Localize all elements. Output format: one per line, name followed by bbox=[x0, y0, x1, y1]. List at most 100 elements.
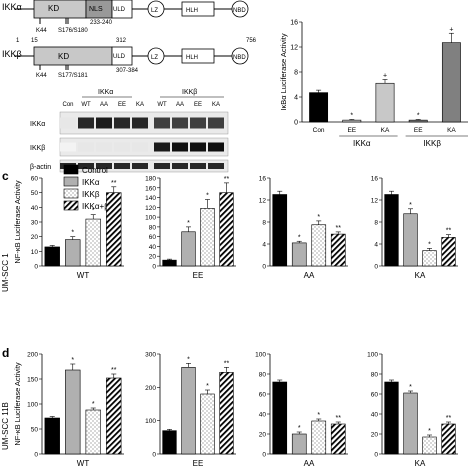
western-blot: IKKα IKKβ Con WT AA EE KA WT AA EE KA IKKα IKKβ β-… bbox=[30, 89, 229, 173]
blot-band bbox=[208, 163, 224, 169]
bar bbox=[311, 420, 327, 455]
bar bbox=[342, 119, 362, 123]
y-tick-label: 4 bbox=[262, 242, 266, 249]
sites-label-b: S177/S181 bbox=[58, 73, 88, 79]
blot-group-b-label: IKKβ bbox=[182, 89, 197, 96]
y-tick-label: 200 bbox=[145, 385, 156, 392]
y-tick-label: 100 bbox=[145, 215, 156, 222]
significance-mark: ** bbox=[224, 176, 230, 183]
lane-label: WT bbox=[81, 102, 91, 108]
significance-mark: * bbox=[71, 230, 74, 237]
y-tick-label: 0 bbox=[152, 264, 156, 271]
bar bbox=[330, 423, 346, 455]
y-tick-label: 150 bbox=[27, 377, 38, 384]
bar bbox=[219, 192, 234, 267]
significance-mark: * bbox=[187, 220, 190, 227]
domain-diagram-ikkb: IKKβ 1 15 312 756 KD ULD LZ HLH NBD K44 … bbox=[2, 38, 257, 79]
y-tick-label: 60 bbox=[371, 392, 379, 399]
bar bbox=[403, 213, 418, 267]
y-tick-label: 4 bbox=[294, 95, 298, 102]
y-tick-label: 100 bbox=[145, 418, 156, 425]
y-tick-label: 200 bbox=[27, 352, 38, 359]
y-tick-label: 60 bbox=[259, 392, 267, 399]
y-tick-label: 20 bbox=[371, 432, 379, 439]
y-tick-label: 20 bbox=[149, 254, 157, 261]
legend-swatch-ikkb bbox=[63, 188, 79, 199]
y-tick-label: 140 bbox=[145, 195, 156, 202]
kd-label-b: KD bbox=[58, 52, 69, 61]
y-tick-label: 8 bbox=[262, 220, 266, 227]
bar bbox=[200, 393, 215, 455]
y-tick-label: 80 bbox=[149, 224, 157, 231]
significance-mark: * bbox=[409, 202, 412, 209]
y-tick-label: 60 bbox=[149, 234, 157, 241]
bar bbox=[181, 367, 196, 455]
legend-label-both: IKKα+β bbox=[82, 202, 109, 211]
x-axis-label: KA bbox=[415, 271, 426, 280]
y-tick-label: 50 bbox=[31, 190, 39, 197]
panel-label-c: c bbox=[2, 169, 9, 183]
significance-mark: * bbox=[350, 113, 353, 120]
bar bbox=[85, 218, 101, 267]
y-tick-label: 40 bbox=[259, 412, 267, 419]
ikkb-kd-pos-label: 15 bbox=[31, 38, 38, 44]
blot-band bbox=[78, 163, 94, 169]
blot-row-label: IKKα bbox=[30, 121, 45, 128]
hlh-label-a: HLH bbox=[186, 8, 198, 14]
blot-band bbox=[208, 117, 224, 129]
y-tick-label: 0 bbox=[34, 264, 38, 271]
significance-mark: * bbox=[71, 357, 74, 364]
bar bbox=[384, 381, 399, 455]
blot-band bbox=[78, 117, 94, 129]
significance-mark: * bbox=[417, 113, 420, 120]
nbd-label-b: NBD bbox=[233, 55, 246, 61]
y-tick-label: 40 bbox=[31, 205, 39, 212]
nls-label: NLS bbox=[89, 6, 103, 13]
legend-label-ikka: IKKα bbox=[82, 178, 100, 187]
bar bbox=[65, 369, 81, 455]
x-axis-label: KA bbox=[415, 459, 426, 468]
blot-band bbox=[172, 117, 188, 129]
blot-band bbox=[132, 163, 148, 169]
blot-row-label: β-actin bbox=[30, 164, 51, 171]
y-tick-label: 100 bbox=[27, 402, 38, 409]
legend-swatch-ikka bbox=[63, 176, 79, 187]
y-tick-label: 80 bbox=[371, 372, 379, 379]
y-tick-label: 0 bbox=[34, 452, 38, 459]
blot-band bbox=[96, 163, 112, 169]
bar bbox=[85, 409, 101, 455]
legend-label-control: Control bbox=[82, 166, 108, 175]
bar bbox=[311, 224, 327, 267]
significance-mark: + bbox=[383, 73, 387, 80]
group-label: IKKβ bbox=[423, 139, 441, 148]
significance-mark: * bbox=[187, 356, 190, 363]
blot-band bbox=[114, 117, 130, 129]
group-label: IKKα bbox=[353, 139, 371, 148]
nls-range-label: 233-240 bbox=[90, 20, 113, 26]
blot-band bbox=[60, 117, 76, 129]
bar bbox=[106, 192, 122, 267]
k44-label-a: K44 bbox=[36, 28, 47, 34]
bar bbox=[441, 237, 456, 267]
legend-swatch-both bbox=[63, 200, 79, 211]
category-label: Con bbox=[313, 127, 325, 134]
y-tick-label: 16 bbox=[371, 176, 379, 183]
x-axis-label: EE bbox=[193, 271, 204, 280]
y-tick-label: 4 bbox=[374, 242, 378, 249]
y-tick-label: 40 bbox=[149, 244, 157, 251]
x-axis-label: AA bbox=[304, 459, 315, 468]
bar bbox=[200, 208, 215, 267]
blot-row-label: IKKβ bbox=[30, 145, 45, 152]
bar bbox=[219, 372, 234, 455]
significance-mark: ** bbox=[446, 228, 452, 235]
y-tick-label: 0 bbox=[152, 452, 156, 459]
significance-mark: * bbox=[206, 383, 209, 390]
significance-mark: * bbox=[92, 401, 95, 408]
